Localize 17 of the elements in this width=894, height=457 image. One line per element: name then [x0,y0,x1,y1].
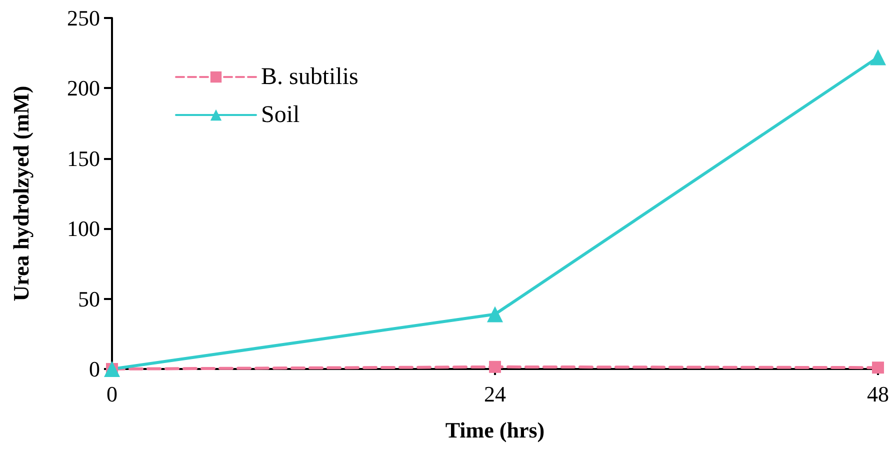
x-tick-label: 0 [106,382,118,406]
x-tick-label: 24 [484,382,506,406]
point [487,306,503,322]
y-tick-label: 200 [67,76,100,101]
y-tick-label: 0 [89,356,100,382]
x-axis-title: Time (hrs) [445,418,545,442]
point [870,49,886,66]
point [872,362,884,374]
x-tick-label: 48 [867,382,889,406]
legend-label: Soil [261,102,300,128]
legend-label: B. subtilis [261,64,358,90]
y-tick-label: 250 [67,6,100,30]
y-tick-label: 150 [67,146,100,171]
y-axis-title: Urea hydrolzyed (mM) [8,86,34,302]
y-tick-label: 100 [67,216,100,242]
y-tick-label: 50 [78,286,100,312]
point [489,360,501,373]
